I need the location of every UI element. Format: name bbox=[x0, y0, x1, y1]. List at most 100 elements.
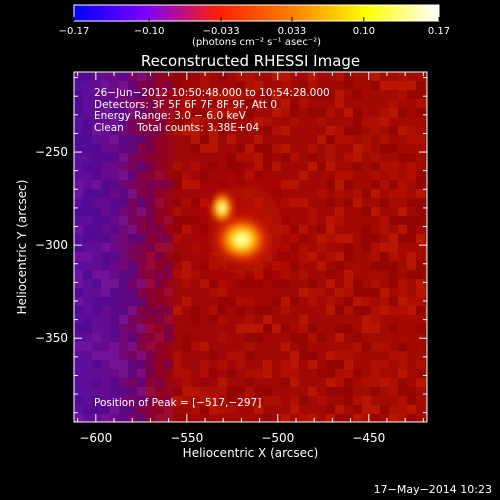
heatmap-pixel bbox=[335, 99, 344, 108]
heatmap-pixel bbox=[425, 153, 427, 162]
heatmap-pixel bbox=[407, 396, 416, 405]
heatmap-pixel bbox=[317, 261, 326, 270]
heatmap-pixel bbox=[110, 297, 119, 306]
heatmap-pixel bbox=[353, 342, 362, 351]
heatmap-pixel bbox=[425, 333, 427, 342]
heatmap-pixel bbox=[155, 225, 164, 234]
heatmap-pixel bbox=[299, 414, 308, 422]
heatmap-pixel bbox=[146, 225, 155, 234]
heatmap-pixel bbox=[137, 387, 146, 396]
colorbar-ticks: −0.17 −0.10 −0.033 0.033 0.10 0.17 bbox=[59, 17, 450, 37]
heatmap-pixel bbox=[281, 297, 290, 306]
chart-title: Reconstructed RHESSI Image bbox=[140, 52, 361, 70]
heatmap-pixel bbox=[344, 81, 353, 90]
heatmap-pixel bbox=[326, 135, 335, 144]
heatmap-pixel bbox=[371, 360, 380, 369]
y-axis-label: Heliocentric Y (arcsec) bbox=[15, 179, 29, 315]
heatmap-pixel bbox=[281, 108, 290, 117]
colorbar: −0.17 −0.10 −0.033 0.033 0.10 0.17 bbox=[59, 4, 450, 37]
heatmap-pixel bbox=[335, 351, 344, 360]
heatmap-pixel bbox=[326, 405, 335, 414]
heatmap-pixel bbox=[200, 405, 209, 414]
heatmap-pixel bbox=[137, 351, 146, 360]
heatmap-pixel bbox=[308, 387, 317, 396]
heatmap-pixel bbox=[146, 252, 155, 261]
heatmap-pixel bbox=[308, 144, 317, 153]
heatmap-pixel bbox=[119, 153, 128, 162]
heatmap-pixel bbox=[191, 405, 200, 414]
heatmap-pixel bbox=[92, 396, 101, 405]
heatmap-pixel bbox=[344, 414, 353, 422]
heatmap-pixel bbox=[308, 297, 317, 306]
heatmap-pixel bbox=[92, 189, 101, 198]
heatmap-pixel bbox=[236, 351, 245, 360]
heatmap-pixel bbox=[407, 162, 416, 171]
heatmap-pixel bbox=[137, 396, 146, 405]
heatmap-pixel bbox=[110, 279, 119, 288]
heatmap-pixel bbox=[119, 72, 128, 81]
heatmap-pixel bbox=[110, 288, 119, 297]
heatmap-pixel bbox=[182, 108, 191, 117]
heatmap-pixel bbox=[407, 234, 416, 243]
heatmap-pixel bbox=[137, 207, 146, 216]
heatmap-pixel bbox=[290, 405, 299, 414]
heatmap-pixel bbox=[128, 90, 137, 99]
heatmap-pixel bbox=[335, 414, 344, 422]
heatmap-pixel bbox=[353, 414, 362, 422]
heatmap-pixel bbox=[353, 117, 362, 126]
heatmap-pixel bbox=[254, 405, 263, 414]
heatmap-pixel bbox=[326, 225, 335, 234]
heatmap-pixel bbox=[254, 324, 263, 333]
heatmap-pixel bbox=[119, 117, 128, 126]
heatmap-pixel bbox=[308, 351, 317, 360]
heatmap-pixel bbox=[380, 198, 389, 207]
heatmap-pixel bbox=[137, 135, 146, 144]
annotation-peak-position: Position of Peak = [−517,−297] bbox=[94, 397, 262, 409]
heatmap-pixel bbox=[101, 216, 110, 225]
heatmap-pixel bbox=[335, 189, 344, 198]
heatmap-pixel bbox=[218, 90, 227, 99]
heatmap-pixel bbox=[335, 405, 344, 414]
heatmap-pixel bbox=[101, 234, 110, 243]
heatmap-pixel bbox=[344, 306, 353, 315]
heatmap-pixel bbox=[407, 225, 416, 234]
heatmap-pixel bbox=[326, 198, 335, 207]
heatmap-pixel bbox=[362, 396, 371, 405]
heatmap-pixel bbox=[128, 189, 137, 198]
heatmap-pixel bbox=[200, 135, 209, 144]
heatmap-pixel bbox=[110, 225, 119, 234]
heatmap-pixel bbox=[101, 288, 110, 297]
heatmap-pixel bbox=[371, 243, 380, 252]
heatmap-pixel bbox=[335, 306, 344, 315]
heatmap-pixel bbox=[335, 252, 344, 261]
heatmap-pixel bbox=[110, 378, 119, 387]
heatmap-pixel bbox=[407, 216, 416, 225]
heatmap-pixel bbox=[389, 297, 398, 306]
heatmap-pixel bbox=[83, 117, 92, 126]
heatmap-pixel bbox=[200, 108, 209, 117]
heatmap-pixel bbox=[92, 306, 101, 315]
heatmap-pixel bbox=[128, 387, 137, 396]
heatmap-pixel bbox=[272, 90, 281, 99]
heatmap-pixel bbox=[344, 324, 353, 333]
heatmap-pixel bbox=[416, 108, 425, 117]
heatmap-pixel bbox=[146, 396, 155, 405]
heatmap-pixel bbox=[398, 306, 407, 315]
heatmap-pixel bbox=[335, 234, 344, 243]
heatmap-pixel bbox=[362, 342, 371, 351]
heatmap-pixel bbox=[92, 270, 101, 279]
heatmap-pixel bbox=[263, 315, 272, 324]
heatmap-pixel bbox=[155, 270, 164, 279]
heatmap-pixel bbox=[425, 198, 427, 207]
heatmap-pixel bbox=[119, 405, 128, 414]
heatmap-pixel bbox=[209, 369, 218, 378]
heatmap-pixel bbox=[92, 216, 101, 225]
y-tick-label: −300 bbox=[35, 238, 68, 252]
heatmap-pixel bbox=[155, 333, 164, 342]
heatmap-pixel bbox=[335, 126, 344, 135]
heatmap-pixel bbox=[335, 90, 344, 99]
heatmap-pixel bbox=[146, 180, 155, 189]
heatmap-pixel bbox=[146, 306, 155, 315]
colorbar-tick-label: −0.033 bbox=[203, 26, 240, 37]
heatmap-pixel bbox=[353, 153, 362, 162]
